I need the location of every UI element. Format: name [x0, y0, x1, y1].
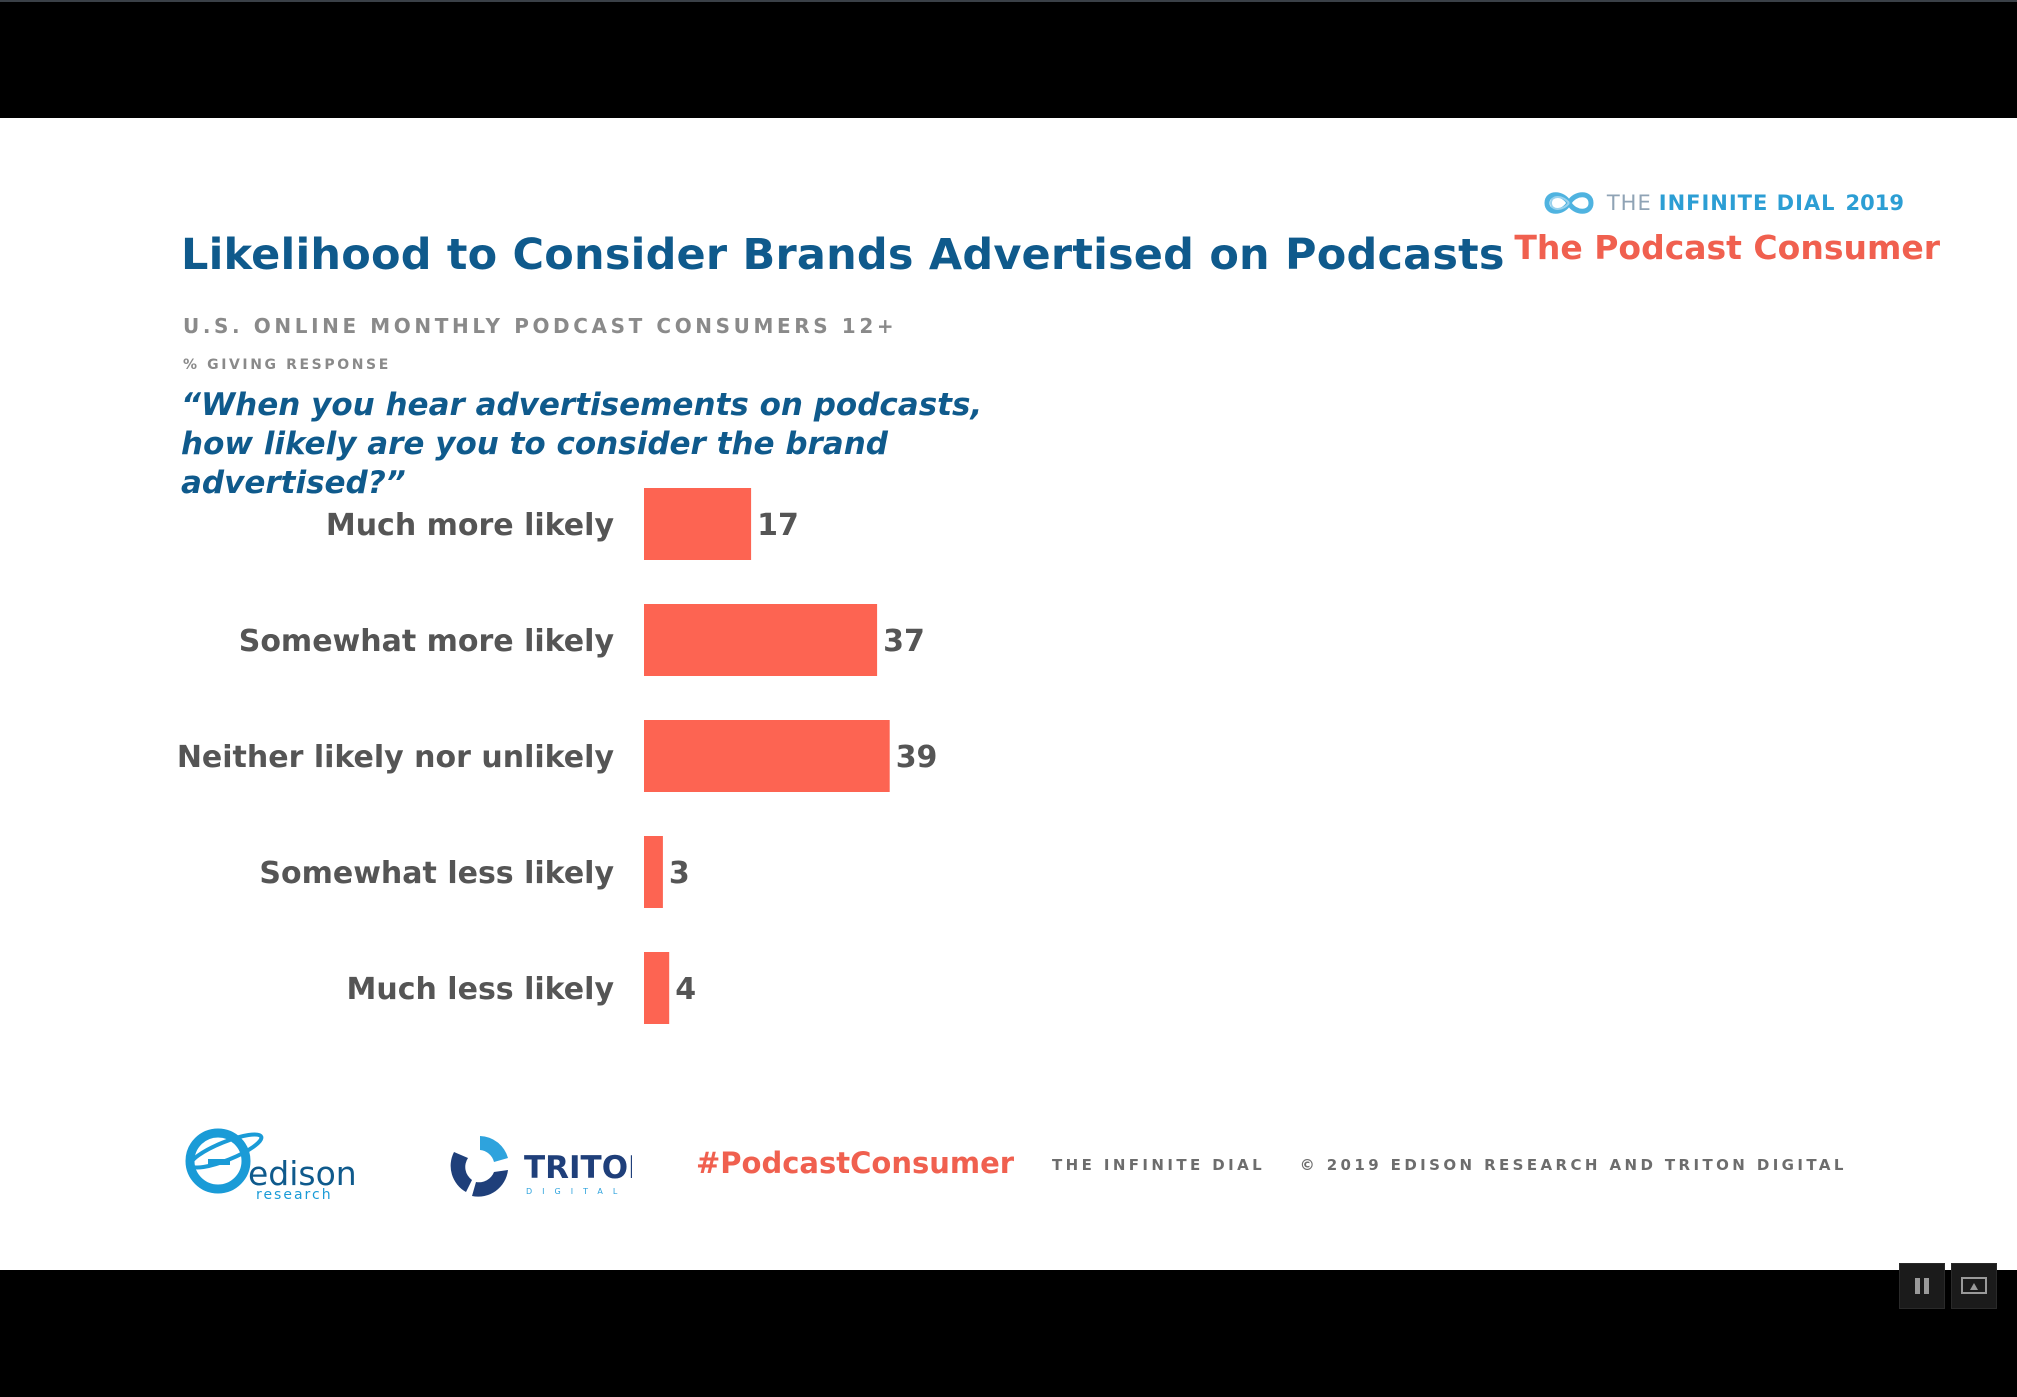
brand-prefix: THE	[1606, 191, 1652, 215]
data-label: 4	[675, 972, 696, 1007]
brand-year: 2019	[1845, 191, 1904, 215]
brand-name: INFINITE DIAL	[1658, 191, 1836, 215]
footer-right-text: © 2019 EDISON RESEARCH AND TRITON DIGITA…	[1299, 1156, 1847, 1174]
brand-tagline: The Podcast Consumer	[1514, 228, 1940, 267]
triton-logo-sub: DIGITAL	[526, 1187, 627, 1196]
measure-label: % GIVING RESPONSE	[183, 357, 391, 373]
data-label: 3	[669, 856, 690, 891]
category-label: Somewhat more likely	[239, 624, 615, 659]
pause-icon	[1915, 1278, 1929, 1294]
slide-subtitle: U.S. ONLINE MONTHLY PODCAST CONSUMERS 12…	[183, 314, 898, 338]
bar	[644, 836, 663, 908]
footer-left-text: THE INFINITE DIAL	[1052, 1156, 1266, 1174]
top-letterbox	[0, 0, 2017, 118]
category-label: Neither likely nor unlikely	[177, 740, 615, 775]
player-controls	[1899, 1263, 1997, 1309]
slide: Likelihood to Consider Brands Advertised…	[0, 118, 2017, 1270]
data-label: 39	[896, 740, 938, 775]
screen-button[interactable]	[1951, 1263, 1997, 1309]
survey-question: “When you hear advertisements on podcast…	[181, 387, 983, 501]
bar	[644, 952, 670, 1024]
hashtag[interactable]: #PodcastConsumer	[696, 1146, 1015, 1180]
footer-copyright: THE INFINITE DIAL © 2019 EDISON RESEARCH…	[1052, 1156, 1847, 1174]
category-label: Much more likely	[326, 508, 615, 543]
pause-button[interactable]	[1899, 1263, 1945, 1309]
bar-chart: Much more likely 17 Somewhat more likely 37…	[177, 488, 938, 1024]
triton-logo-word: TRITON	[524, 1150, 632, 1186]
category-label: Somewhat less likely	[259, 856, 614, 891]
bar	[644, 604, 878, 676]
bar	[644, 488, 752, 560]
category-label: Much less likely	[347, 972, 615, 1007]
data-label: 37	[883, 624, 925, 659]
brand-line: THE INFINITE DIAL 2019	[1541, 188, 1904, 218]
infinity-icon	[1544, 192, 1594, 214]
bar	[644, 720, 890, 792]
data-label: 17	[757, 508, 799, 543]
screen-icon	[1961, 1277, 1987, 1294]
slide-title: Likelihood to Consider Brands Advertised…	[181, 230, 1505, 280]
edison-logo-sub: research	[256, 1187, 333, 1203]
edison-logo-word: edison	[248, 1154, 357, 1193]
triton-logo: TRITON DIGITAL	[442, 1128, 654, 1212]
bottom-letterbox	[0, 1270, 2017, 1397]
edison-logo: edison research	[182, 1123, 372, 1207]
